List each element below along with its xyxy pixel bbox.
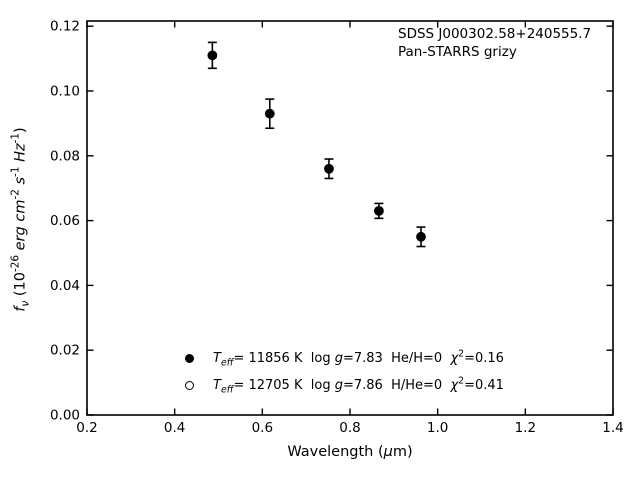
x-tick-label: 1.2 [515, 420, 536, 436]
legend: Teff= 11856 K log g=7.83 He/H=0 χ2=0.16 … [185, 345, 504, 399]
data-point [207, 50, 218, 61]
x-axis-label: Wavelength (μm) [287, 444, 413, 460]
x-tick-label: 0.6 [252, 420, 273, 436]
legend-label: Teff= 12705 K log g=7.86 H/He=0 χ2=0.41 [213, 375, 504, 396]
y-tick-label: 0.10 [50, 83, 80, 99]
legend-label: Teff= 11856 K log g=7.83 He/H=0 χ2=0.16 [213, 348, 504, 369]
y-tick-label: 0.02 [50, 343, 80, 359]
x-tick-label: 0.2 [76, 420, 97, 436]
annotation-object-id: SDSS J000302.58+240555.7 [398, 26, 592, 42]
x-tick-label: 1.4 [602, 420, 623, 436]
y-tick-label: 0.06 [50, 213, 80, 229]
legend-row: Teff= 12705 K log g=7.86 H/He=0 χ2=0.41 [185, 372, 504, 399]
open-circle-marker-icon [185, 381, 194, 390]
y-tick-label: 0.12 [50, 19, 80, 35]
data-point [416, 231, 426, 242]
filled-circle-marker-icon [185, 354, 194, 363]
x-tick-label: 1.0 [427, 420, 448, 436]
y-axis-label: fν (10-26 erg cm-2 s-1 Hz-1) [9, 127, 32, 312]
x-tick-label: 0.4 [164, 420, 185, 436]
legend-row: Teff= 11856 K log g=7.83 He/H=0 χ2=0.16 [185, 345, 504, 372]
y-tick-label: 0.04 [50, 278, 80, 294]
data-point [264, 108, 275, 119]
x-tick-label: 0.8 [339, 420, 360, 436]
data-point [324, 163, 334, 174]
y-tick-label: 0.00 [50, 408, 80, 424]
data-point [374, 205, 384, 216]
annotation-survey: Pan-STARRS grizy [398, 43, 517, 60]
y-tick-label: 0.08 [50, 148, 80, 164]
annotation-block: SDSS J000302.58+240555.7 Pan-STARRS griz… [398, 26, 591, 61]
